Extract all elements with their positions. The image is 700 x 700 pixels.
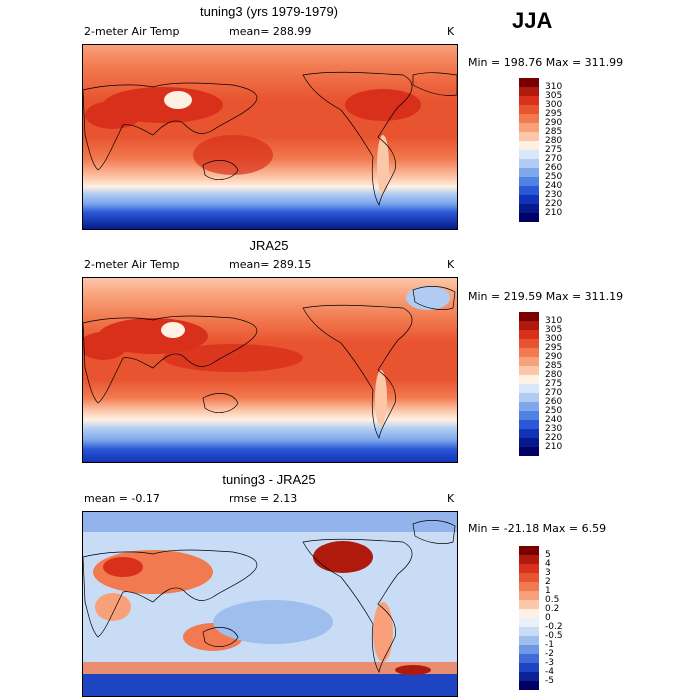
panel3-cbar-label: 1 — [545, 586, 551, 596]
panel1-cbar-label: 280 — [545, 136, 563, 146]
panel3-cbar-label: -4 — [545, 667, 554, 677]
panel1-warm-pool — [193, 135, 273, 175]
panel2-minmax: Min = 219.59 Max = 311.19 — [468, 290, 624, 303]
panel3-samerica-bias — [373, 602, 393, 662]
panel2-cbar-label: 260 — [545, 397, 563, 407]
panel3-title: tuning3 - JRA25 — [222, 472, 316, 487]
panel2-title: JRA25 — [249, 238, 289, 253]
panel2-temperature-map — [82, 277, 458, 463]
panel3-cbar-label: 0.2 — [545, 604, 560, 614]
panel3-cbar-label: -5 — [545, 676, 554, 686]
panel3-africa-bias — [95, 593, 131, 621]
panel1-unit: K — [447, 25, 455, 38]
panel3-cbar-label: 3 — [545, 568, 551, 578]
panel3-colorbar: 5 4 3 2 1 0.5 0.2 0 -0.2 -0.5 -1 -2 -3 -… — [519, 546, 579, 694]
panel2-cbar-label: 300 — [545, 334, 563, 344]
panel2-cbar-label: 220 — [545, 433, 563, 443]
panel3-cbar-label: -0.2 — [545, 622, 563, 632]
panel1-cbar-label: 250 — [545, 172, 563, 182]
panel1-tibet-cold — [164, 91, 192, 109]
panel1-colorbar: 310 305 300 295 290 285 280 275 270 260 … — [519, 78, 579, 226]
season-label: JJA — [512, 8, 553, 33]
panel2-cbar-label: 230 — [545, 424, 563, 434]
panel1-cbar-label: 290 — [545, 118, 563, 128]
panel2-greenland-cold — [406, 286, 450, 310]
panel2-center-label: mean= 289.15 — [229, 258, 312, 271]
panel3-unit: K — [447, 492, 455, 505]
panel2-cbar-label: 270 — [545, 388, 563, 398]
panel3-cbar-label: 2 — [545, 577, 551, 587]
panel2-cbar-label: 310 — [545, 316, 563, 326]
panel1-cbar-label: 300 — [545, 100, 563, 110]
panel1-namerica-warm — [345, 89, 421, 121]
panel1-cbar-label: 230 — [545, 190, 563, 200]
panel1-cbar-label: 210 — [545, 208, 563, 218]
panel3-namerica-warm-bias — [313, 541, 373, 573]
panel3-rmse-label: rmse = 2.13 — [229, 492, 298, 505]
panel1-center-label: mean= 288.99 — [229, 25, 312, 38]
panel1-temperature-map — [82, 44, 458, 230]
panel2-tibet-cold — [161, 322, 185, 338]
panel2-cbar-label: 275 — [545, 379, 563, 389]
panel2-cbar-label: 280 — [545, 370, 563, 380]
panel1-cbar-label: 285 — [545, 127, 563, 137]
panel1-cbar-label: 220 — [545, 199, 563, 209]
panel1-cbar-label: 270 — [545, 154, 563, 164]
panel3-mean-label: mean = -0.17 — [84, 492, 160, 505]
panel3-cbar-label: 4 — [545, 559, 551, 569]
panel3-cbar-label: -0.5 — [545, 631, 563, 641]
panel1-cbar-label: 305 — [545, 91, 563, 101]
panel3-cbar-label: -3 — [545, 658, 554, 668]
panel3-cbar-label: 0.5 — [545, 595, 560, 605]
panel2-andes — [375, 370, 387, 426]
panel3-cbar-label: -1 — [545, 640, 554, 650]
panel1-title: tuning3 (yrs 1979-1979) — [199, 4, 339, 19]
panel2-cbar-label: 305 — [545, 325, 563, 335]
panel2-cbar-label: 240 — [545, 415, 563, 425]
panel3-cbar-label: -2 — [545, 649, 554, 659]
panel3-minmax: Min = -21.18 Max = 6.59 — [468, 522, 607, 535]
panel2-cbar-label: 210 — [545, 442, 563, 452]
panel3-antarctic-warm-bias — [395, 665, 431, 675]
panel1-africa-warm — [85, 101, 141, 129]
panel3-cbar-label: 5 — [545, 550, 551, 560]
panel1-cbar-label: 295 — [545, 109, 563, 119]
panel2-cbar-label: 250 — [545, 406, 563, 416]
panel3-pacific-cold-bias — [213, 600, 333, 644]
panel1-cbar-label: 275 — [545, 145, 563, 155]
panel2-cbar-label: 295 — [545, 343, 563, 353]
panel2-left-label: 2-meter Air Temp — [84, 258, 180, 271]
panel2-africa-warm — [83, 332, 127, 360]
panel2-unit: K — [447, 258, 455, 271]
panel2-colorbar: 310 305 300 295 290 285 280 275 270 260 … — [519, 312, 579, 460]
panel3-cbar-label: 0 — [545, 613, 551, 623]
panel1-left-label: 2-meter Air Temp — [84, 25, 180, 38]
panel1-cbar-label: 260 — [545, 163, 563, 173]
panel1-andes — [377, 135, 389, 195]
panel1-minmax: Min = 198.76 Max = 311.99 — [468, 56, 624, 69]
panel2-cbar-label: 285 — [545, 361, 563, 371]
panel3-europe-warm-bias — [103, 557, 143, 577]
panel2-cbar-label: 290 — [545, 352, 563, 362]
panel2-pacific-warm — [163, 344, 303, 372]
panel1-cbar-label: 310 — [545, 82, 563, 92]
panel3-difference-map — [82, 511, 458, 697]
panel1-cbar-label: 240 — [545, 181, 563, 191]
